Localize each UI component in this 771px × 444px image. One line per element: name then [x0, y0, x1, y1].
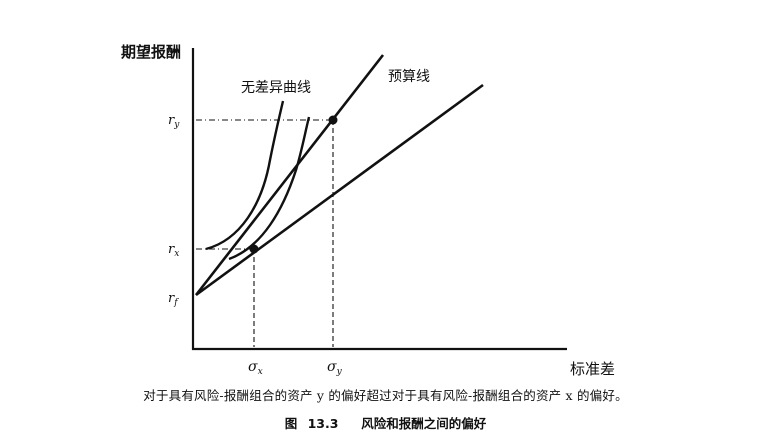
- point-y: [328, 115, 338, 125]
- budget-line-label: 预算线: [388, 69, 430, 85]
- budget-line-steep: [194, 54, 385, 296]
- tick-r-x: rx: [168, 242, 179, 259]
- tick-sigma-y: σy: [327, 359, 343, 377]
- figure-title: 图 13.3 风险和报酬之间的偏好: [284, 416, 487, 431]
- point-x: [249, 244, 259, 254]
- indifference-curve-label: 无差异曲线: [241, 80, 311, 96]
- figure-caption: 对于具有风险-报酬组合的资产 y 的偏好超过对于具有风险-报酬组合的资产 x 的…: [143, 388, 628, 403]
- tick-r-f: rf: [168, 291, 179, 308]
- y-axis-label: 期望报酬: [121, 43, 181, 61]
- tick-sigma-x: σx: [248, 359, 263, 377]
- indifference-curve-outer: [205, 100, 285, 251]
- tick-r-y: ry: [168, 113, 180, 130]
- budget-line-flat: [195, 83, 484, 297]
- x-axis-label: 标准差: [570, 360, 615, 378]
